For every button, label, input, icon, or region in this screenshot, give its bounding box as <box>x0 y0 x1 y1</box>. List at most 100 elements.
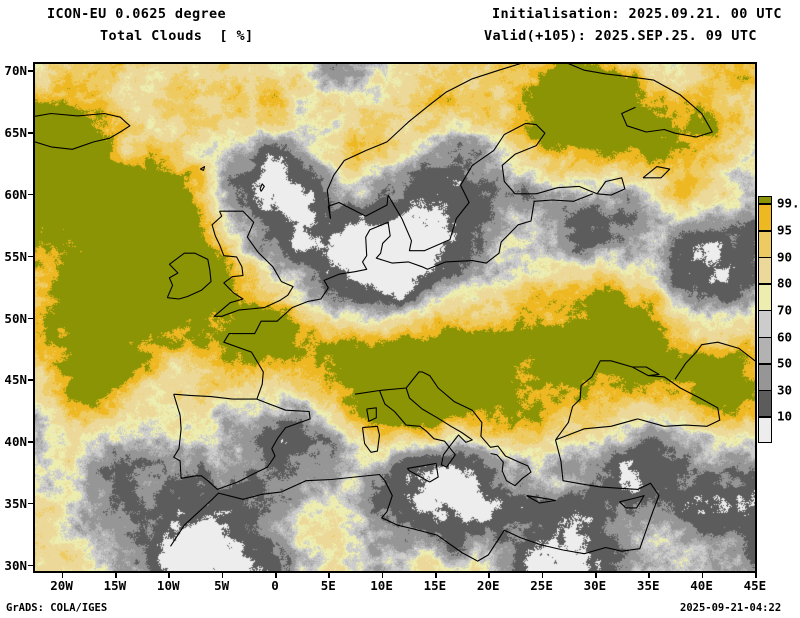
y-axis-tick-label: 35N <box>4 495 27 511</box>
coastline-path <box>173 393 311 490</box>
coastline-path <box>354 371 532 487</box>
colorbar-tick-label: 30 <box>777 382 793 398</box>
colorbar-separator <box>758 203 772 205</box>
colorbar-separator <box>758 283 772 285</box>
colorbar-band <box>759 204 771 232</box>
coastline-path <box>327 122 598 252</box>
colorbar-band <box>759 337 771 365</box>
y-axis-tick-label: 45N <box>4 372 27 388</box>
y-axis-tickmark <box>28 255 33 258</box>
colorbar-tick-label: 90 <box>777 249 793 265</box>
map-plot-area <box>33 62 757 573</box>
x-axis-tickmark <box>328 573 330 578</box>
generation-timestamp: 2025-09-21-04:22 <box>680 602 782 614</box>
x-axis-tickmark <box>648 573 650 578</box>
coastline-path <box>526 495 557 504</box>
colorbar-band <box>759 310 771 338</box>
x-axis-tickmark <box>168 573 170 578</box>
coastline-path <box>166 252 212 300</box>
x-axis-tickmark <box>595 573 597 578</box>
x-axis-tick-label: 10W <box>156 578 180 593</box>
x-axis-tick-label: 25E <box>530 578 553 593</box>
coastline-path <box>366 407 377 422</box>
x-axis-tick-label: 0 <box>271 578 279 593</box>
colorbar-band <box>759 390 771 418</box>
valid-time: Valid(+105): 2025.SEP.25. 09 UTC <box>484 28 757 44</box>
x-axis-tick-label: 45E <box>743 578 767 593</box>
colorbar <box>758 196 772 443</box>
y-axis-tickmark <box>28 317 33 319</box>
x-axis-tickmark <box>541 573 544 578</box>
colorbar-separator <box>758 336 772 339</box>
colorbar-band <box>759 284 771 311</box>
y-axis-tickmark <box>28 193 33 196</box>
colorbar-separator <box>758 309 772 312</box>
coastline-path <box>223 193 594 400</box>
coastline-overlay <box>35 64 755 562</box>
x-axis-tickmark <box>381 573 384 578</box>
colorbar-band <box>759 257 771 285</box>
y-axis-tickmark <box>28 132 33 134</box>
coastline-path <box>378 387 473 468</box>
coastline-path <box>326 64 713 219</box>
y-axis-tick-label: 70N <box>4 63 27 79</box>
y-axis-tick-label: 40N <box>4 434 27 450</box>
x-axis-tickmark <box>701 573 704 578</box>
y-axis-tickmark <box>28 441 33 443</box>
x-axis-tick-label: 5E <box>320 578 336 593</box>
grads-credit: GrADS: COLA/IGES <box>6 602 108 614</box>
coastline-path <box>200 166 206 171</box>
coastline-path <box>361 425 381 453</box>
colorbar-band <box>759 417 771 442</box>
coastline-path <box>406 462 439 483</box>
x-axis-tickmark <box>488 573 490 578</box>
colorbar-separator <box>758 389 772 392</box>
coastline-path <box>674 341 755 380</box>
colorbar-tick-label: 60 <box>777 329 793 345</box>
colorbar-tick-label: 70 <box>777 302 793 318</box>
x-axis-tickmark <box>275 573 277 578</box>
x-axis-tick-label: 20E <box>476 578 500 593</box>
coastline-path <box>35 112 131 150</box>
coastline-path <box>211 210 294 317</box>
coastline-path <box>619 495 645 509</box>
coastline-path <box>642 166 671 179</box>
colorbar-separator <box>758 256 772 259</box>
y-axis-tickmark <box>28 379 33 381</box>
x-axis-tickmark <box>221 573 224 578</box>
colorbar-separator <box>758 416 772 418</box>
y-axis-tick-label: 55N <box>4 248 27 264</box>
y-axis-tickmark <box>28 502 33 505</box>
y-axis-tick-label: 50N <box>4 310 27 326</box>
x-axis-tick-label: 15W <box>103 578 127 593</box>
coastline-path <box>259 183 265 192</box>
coastline-path <box>596 177 626 196</box>
coastline-path <box>632 366 660 377</box>
x-axis-tickmark <box>435 573 437 578</box>
colorbar-separator <box>758 230 772 232</box>
colorbar-tick-label: 95 <box>777 222 793 238</box>
y-axis-tickmark <box>28 564 33 567</box>
colorbar-band <box>759 197 771 205</box>
colorbar-tick-label: 99.5 <box>777 195 800 211</box>
x-axis-tickmark <box>755 573 757 578</box>
cloud-cover-raster <box>35 64 755 571</box>
colorbar-band <box>759 364 771 391</box>
colorbar-band <box>759 231 771 258</box>
x-axis-tick-label: 15E <box>423 578 447 593</box>
initialisation-time: Initialisation: 2025.09.21. 00 UTC <box>492 6 782 22</box>
colorbar-tick-label: 10 <box>777 408 793 424</box>
y-axis-tickmark <box>28 70 33 72</box>
x-axis-tick-label: 10E <box>370 578 393 593</box>
model-title: ICON-EU 0.0625 degree <box>47 6 227 22</box>
coastline-path <box>555 360 721 441</box>
x-axis-tick-label: 5W <box>214 578 230 593</box>
x-axis-tick-label: 20W <box>50 578 73 593</box>
colorbar-tick-label: 50 <box>777 355 793 371</box>
colorbar-tick-label: 80 <box>777 275 793 291</box>
x-axis-tick-label: 40E <box>690 578 713 593</box>
x-axis-tickmark <box>115 573 117 578</box>
y-axis-tick-label: 60N <box>4 186 27 202</box>
x-axis-tick-label: 30E <box>583 578 607 593</box>
